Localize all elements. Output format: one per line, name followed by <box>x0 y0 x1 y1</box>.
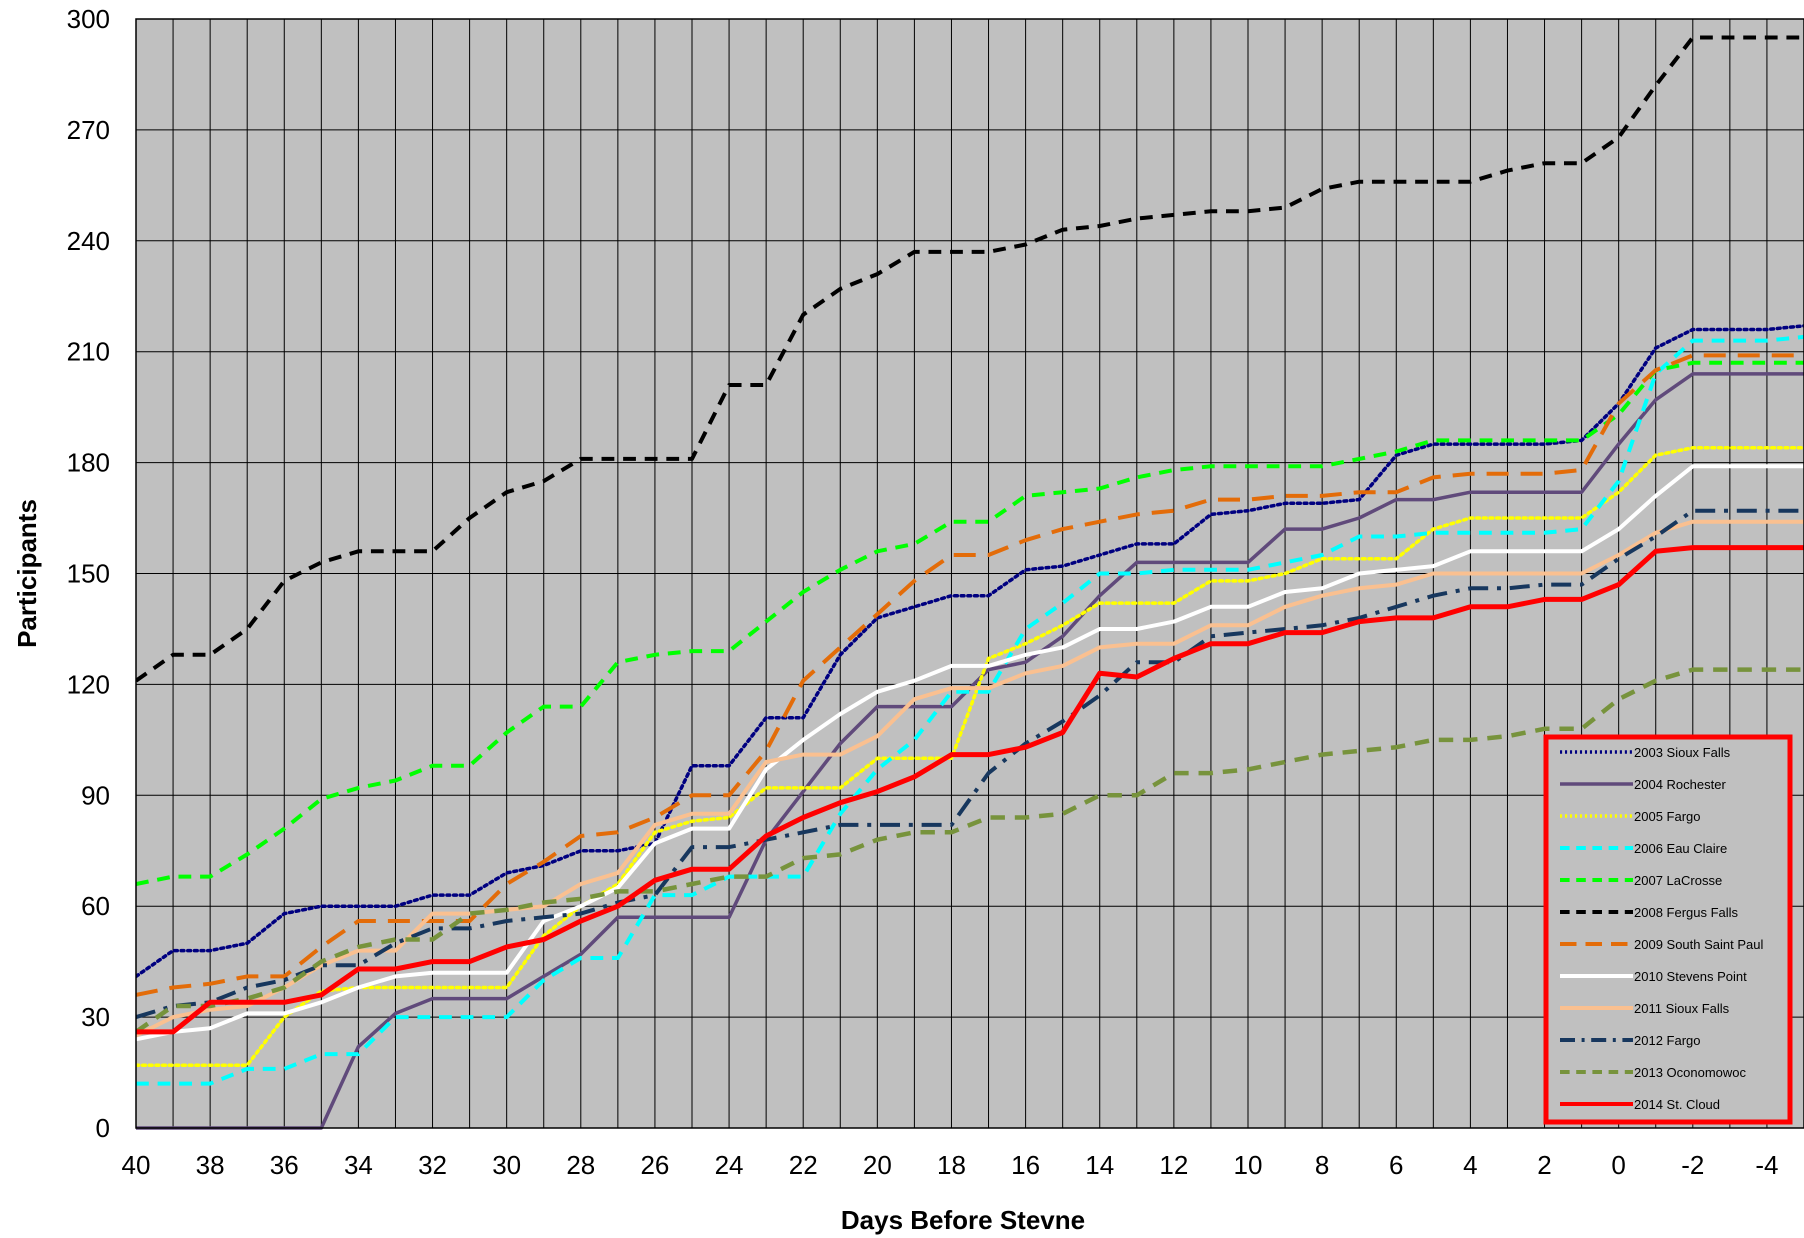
legend-entry-label: 2009 South Saint Paul <box>1634 937 1763 952</box>
series-line-9 <box>136 508 1804 1020</box>
legend-entry-label: 2005 Fargo <box>1634 809 1701 824</box>
x-tick-label: 12 <box>1159 1150 1188 1180</box>
series-line-8 <box>136 519 1804 1038</box>
series-lines <box>136 35 1804 1130</box>
x-tick-label: 22 <box>789 1150 818 1180</box>
legend-entry-label: 2008 Fergus Falls <box>1634 905 1739 920</box>
legend-entry-label: 2007 LaCrosse <box>1634 873 1722 888</box>
legend-entry-label: 2012 Fargo <box>1634 1033 1701 1048</box>
x-tick-label: 16 <box>1011 1150 1040 1180</box>
x-axis-ticks: 40 38 36 34 32 30 28 26 24 22 20 18 16 14 12 10 8 6 4 2 0 -2-… <box>122 1150 1779 1180</box>
y-tick-label: 90 <box>81 780 110 810</box>
legend-entry-label: 2010 Stevens Point <box>1634 969 1747 984</box>
x-tick-label: 34 <box>344 1150 373 1180</box>
legend-entry-label: 2014 St. Cloud <box>1634 1097 1720 1112</box>
y-axis-title: Participants <box>12 499 42 648</box>
y-tick-label: 0 <box>96 1113 110 1143</box>
legend-entry-label: 2003 Sioux Falls <box>1634 745 1731 760</box>
x-tick-label: 32 <box>418 1150 447 1180</box>
x-tick-label: 2 <box>1537 1150 1551 1180</box>
series-line-10 <box>136 667 1804 1034</box>
plot-border <box>135 18 1804 1129</box>
x-tick-label: -2 <box>1681 1150 1704 1180</box>
y-tick-label: 240 <box>67 226 110 256</box>
x-tick-label: 26 <box>640 1150 669 1180</box>
x-tick-label: 24 <box>715 1150 744 1180</box>
series-line-2 <box>136 446 1804 1067</box>
x-tick-label: 38 <box>196 1150 225 1180</box>
x-tick-label: 28 <box>566 1150 595 1180</box>
series-line-5 <box>136 35 1804 683</box>
y-tick-label: 60 <box>81 891 110 921</box>
y-tick-label: 150 <box>67 559 110 589</box>
legend-entry-label: 2004 Rochester <box>1634 777 1726 792</box>
legend-entry-label: 2006 Eau Claire <box>1634 841 1727 856</box>
x-axis-title: Days Before Stevne <box>841 1205 1085 1235</box>
series-line-7 <box>136 464 1804 1042</box>
legend: 2003 Sioux Falls 2004 Rochester 2005 Fargo… <box>1543 734 1793 1125</box>
x-tick-label: 0 <box>1611 1150 1625 1180</box>
x-tick-label: 4 <box>1463 1150 1477 1180</box>
y-tick-label: 300 <box>67 4 110 34</box>
y-tick-label: 270 <box>67 115 110 145</box>
y-tick-label: 180 <box>67 448 110 478</box>
series-line-0 <box>136 324 1804 979</box>
series-line-11 <box>136 545 1804 1035</box>
x-tick-label: 20 <box>863 1150 892 1180</box>
x-tick-label: 14 <box>1085 1150 1114 1180</box>
x-tick-label: 36 <box>270 1150 299 1180</box>
y-tick-label: 120 <box>67 669 110 699</box>
x-tick-label: 8 <box>1315 1150 1329 1180</box>
legend-box <box>1543 734 1793 1125</box>
y-axis-ticks: 0 30 60 90 120 150 180 210 240 270 300 <box>67 4 110 1143</box>
x-tick-label: -4 <box>1755 1150 1778 1180</box>
y-tick-label: 30 <box>81 1002 110 1032</box>
series-line-6 <box>136 353 1804 997</box>
x-tick-label: 6 <box>1389 1150 1403 1180</box>
x-tick-label: 18 <box>937 1150 966 1180</box>
series-line-4 <box>136 360 1804 886</box>
x-tick-label: 30 <box>492 1150 521 1180</box>
y-tick-label: 210 <box>67 337 110 367</box>
series-line-3 <box>136 334 1804 1086</box>
legend-entry-label: 2013 Oconomowoc <box>1634 1065 1747 1080</box>
legend-entry-label: 2011 Sioux Falls <box>1634 1001 1730 1016</box>
x-tick-label: 10 <box>1234 1150 1263 1180</box>
x-tick-label: 40 <box>122 1150 151 1180</box>
